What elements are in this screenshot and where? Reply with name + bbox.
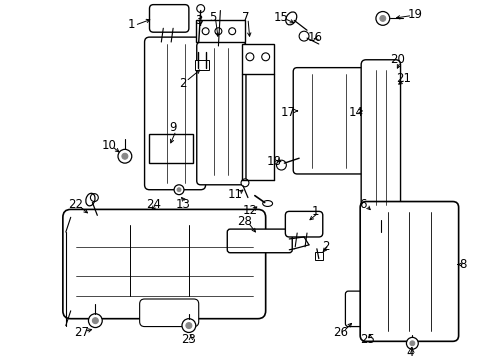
Circle shape (406, 337, 417, 349)
Text: 13: 13 (175, 198, 190, 211)
Circle shape (174, 185, 183, 195)
FancyBboxPatch shape (149, 5, 188, 32)
FancyBboxPatch shape (227, 229, 292, 253)
Text: 18: 18 (266, 155, 282, 168)
Ellipse shape (285, 12, 296, 25)
Circle shape (185, 323, 191, 329)
Text: 21: 21 (395, 72, 410, 85)
FancyBboxPatch shape (293, 68, 365, 174)
Bar (194, 60, 208, 69)
Circle shape (122, 153, 127, 159)
Text: 28: 28 (237, 215, 252, 228)
Ellipse shape (262, 201, 272, 206)
Text: 20: 20 (389, 53, 404, 66)
Circle shape (261, 53, 269, 61)
Text: 6: 6 (359, 198, 366, 211)
Circle shape (88, 314, 102, 328)
Text: 14: 14 (348, 107, 363, 120)
Text: 17: 17 (280, 107, 295, 120)
Ellipse shape (86, 193, 95, 206)
Text: 19: 19 (407, 8, 422, 21)
Text: 16: 16 (307, 31, 322, 44)
Circle shape (379, 15, 385, 21)
FancyBboxPatch shape (285, 211, 322, 237)
Bar (242, 44, 273, 73)
Text: 2: 2 (321, 240, 329, 253)
Text: 2: 2 (179, 77, 186, 90)
Bar (148, 134, 192, 163)
Circle shape (182, 319, 195, 333)
Circle shape (299, 31, 308, 41)
Text: 12: 12 (242, 204, 257, 217)
Text: 23: 23 (181, 333, 196, 346)
Circle shape (241, 179, 248, 187)
FancyBboxPatch shape (361, 60, 400, 215)
Text: 22: 22 (68, 198, 83, 211)
Text: 1: 1 (128, 18, 135, 31)
Circle shape (92, 318, 98, 324)
Text: 7: 7 (242, 11, 249, 24)
Circle shape (215, 28, 222, 35)
Bar (195, 21, 244, 42)
Text: 15: 15 (273, 11, 288, 24)
Text: 1: 1 (311, 205, 319, 218)
Circle shape (202, 28, 209, 35)
FancyBboxPatch shape (196, 42, 245, 185)
Text: 4: 4 (406, 346, 413, 359)
FancyBboxPatch shape (360, 202, 458, 341)
FancyBboxPatch shape (140, 299, 198, 327)
Ellipse shape (373, 210, 387, 220)
Circle shape (228, 28, 235, 35)
Text: 10: 10 (102, 139, 116, 152)
Circle shape (376, 231, 384, 239)
Circle shape (196, 5, 204, 13)
Text: 11: 11 (227, 188, 242, 201)
Text: 26: 26 (332, 326, 347, 339)
Text: 3: 3 (195, 14, 202, 27)
Circle shape (365, 321, 370, 326)
Circle shape (118, 149, 131, 163)
FancyBboxPatch shape (144, 37, 205, 190)
Circle shape (276, 160, 286, 170)
FancyBboxPatch shape (345, 291, 368, 327)
FancyBboxPatch shape (63, 210, 265, 319)
Circle shape (177, 188, 181, 192)
Text: 25: 25 (360, 333, 375, 346)
Circle shape (375, 12, 389, 25)
Text: 8: 8 (458, 258, 465, 271)
Text: 5: 5 (208, 11, 216, 24)
Text: 24: 24 (145, 198, 161, 211)
Circle shape (409, 341, 414, 346)
Text: 27: 27 (74, 326, 89, 339)
Circle shape (362, 318, 373, 329)
Text: 9: 9 (169, 121, 177, 134)
Bar (314, 252, 322, 260)
Circle shape (245, 53, 253, 61)
